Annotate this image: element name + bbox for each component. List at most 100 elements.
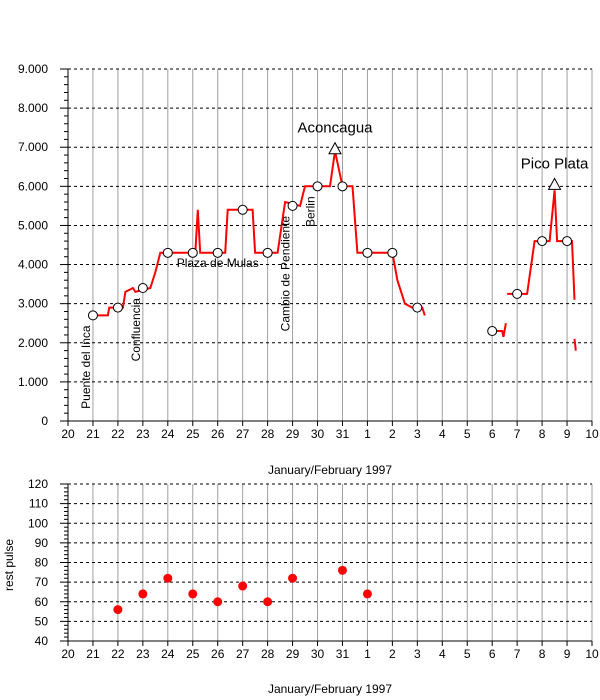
pulse-x-tick-label: 2 <box>389 647 396 661</box>
pulse-y-tick-label: 100 <box>28 516 48 530</box>
camp-point <box>287 200 298 211</box>
camp-point <box>187 247 198 258</box>
camp-label: Cambio de Pendiente <box>279 216 293 332</box>
pulse-point <box>288 573 298 583</box>
pulse-x-tick-label: 8 <box>539 647 546 661</box>
camp-point <box>387 247 398 258</box>
summit-label: Aconcagua <box>297 120 373 137</box>
altitude-y-tick-label: 0 <box>41 414 48 428</box>
pulse-x-tick-label: 7 <box>514 647 521 661</box>
pulse-point <box>138 589 148 599</box>
altitude-x-tick-label: 21 <box>86 427 100 441</box>
pulse-point <box>238 581 248 591</box>
altitude-x-tick-label: 28 <box>261 427 275 441</box>
altitude-y-tick-label: 4.000 <box>18 258 48 272</box>
pulse-x-tick-label: 10 <box>585 647 599 661</box>
altitude-x-tick-label: 9 <box>564 427 571 441</box>
pulse-point <box>362 589 372 599</box>
camp-point <box>337 181 348 192</box>
pulse-point <box>263 597 273 607</box>
pulse-y-tick-label: 70 <box>35 575 49 589</box>
summit-markers: Aconcagua Pico Plata <box>297 120 589 190</box>
pulse-series <box>113 565 372 615</box>
altitude-x-tick-label: 7 <box>514 427 521 441</box>
camp-label: Berlin <box>304 196 318 227</box>
camp-point <box>487 326 498 337</box>
summit-marker <box>547 177 562 190</box>
pulse-y-tick-labels: 40 50 60 70 80 90 100 110 120 <box>28 477 48 648</box>
pulse-x-tick-label: 30 <box>311 647 325 661</box>
camp-point <box>212 247 223 258</box>
altitude-x-tick-label: 24 <box>161 427 175 441</box>
pulse-x-tick-label: 21 <box>86 647 100 661</box>
altitude-x-tick-label: 25 <box>186 427 200 441</box>
altitude-axes <box>60 68 593 426</box>
pulse-x-tick-label: 25 <box>186 647 200 661</box>
camp-point <box>412 302 423 313</box>
camp-label: Confluencia <box>129 298 143 362</box>
pulse-x-tick-label: 20 <box>61 647 75 661</box>
altitude-x-tick-label: 23 <box>136 427 150 441</box>
pulse-x-tick-label: 24 <box>161 647 175 661</box>
pulse-x-tick-label: 3 <box>414 647 421 661</box>
altitude-x-tick-label: 4 <box>439 427 446 441</box>
pulse-x-tick-label: 1 <box>364 647 371 661</box>
altitude-y-tick-label: 7.000 <box>18 140 48 154</box>
pulse-y-tick-label: 80 <box>35 556 49 570</box>
camp-point <box>362 247 373 258</box>
altitude-y-tick-label: 9.000 <box>18 62 48 76</box>
pulse-x-tick-label: 5 <box>464 647 471 661</box>
altitude-x-axis-label: January/February 1997 <box>268 463 392 477</box>
altitude-grid <box>68 68 593 421</box>
altitude-x-tick-label: 27 <box>236 427 250 441</box>
altitude-x-tick-label: 22 <box>111 427 125 441</box>
pulse-x-tick-label: 28 <box>261 647 275 661</box>
altitude-x-tick-label: 20 <box>61 427 75 441</box>
altitude-chart: 0 1.000 2.000 3.000 4.000 5.000 6.000 7.000 8.00… <box>18 62 599 477</box>
camp-point <box>87 310 98 321</box>
altitude-x-tick-label: 10 <box>585 427 599 441</box>
altitude-x-tick-labels: 20 21 22 23 24 25 26 27 28 29 30 31 1 2 3 4 5 6 7 8 9 10 <box>61 427 599 441</box>
pulse-point <box>337 565 347 575</box>
camp-point <box>162 247 173 258</box>
pulse-axes <box>60 483 593 646</box>
pulse-x-tick-label: 29 <box>286 647 300 661</box>
camp-markers: Puente del Inca Confluencia Plaza de Mulas… <box>79 181 573 409</box>
pulse-point <box>213 597 223 607</box>
altitude-x-tick-label: 5 <box>464 427 471 441</box>
camp-point <box>312 181 323 192</box>
pulse-grid <box>68 483 593 641</box>
pulse-y-tick-label: 60 <box>35 595 49 609</box>
pulse-y-axis-label: rest pulse <box>2 539 16 591</box>
altitude-x-tick-label: 30 <box>311 427 325 441</box>
pulse-x-tick-label: 23 <box>136 647 150 661</box>
altitude-line-segment <box>494 323 507 338</box>
altitude-y-tick-label: 5.000 <box>18 218 48 232</box>
altitude-x-tick-label: 1 <box>364 427 371 441</box>
camp-point <box>137 283 148 294</box>
pulse-point <box>188 589 198 599</box>
pulse-y-tick-label: 50 <box>35 614 49 628</box>
summit-label: Pico Plata <box>521 155 589 172</box>
pulse-x-tick-label: 22 <box>111 647 125 661</box>
altitude-x-tick-label: 3 <box>414 427 421 441</box>
camp-point <box>537 236 548 247</box>
altitude-x-tick-label: 26 <box>211 427 225 441</box>
altitude-y-tick-label: 2.000 <box>18 336 48 350</box>
altitude-x-tick-label: 2 <box>389 427 396 441</box>
camp-label: Puente del Inca <box>79 325 93 409</box>
pulse-y-tick-label: 110 <box>29 497 48 511</box>
camp-point <box>112 302 123 313</box>
pulse-x-axis-label: January/February 1997 <box>268 682 392 696</box>
summit-marker <box>328 141 342 155</box>
pulse-x-tick-label: 9 <box>564 647 571 661</box>
camp-label: Plaza de Mulas <box>177 256 259 270</box>
camp-point <box>262 247 273 258</box>
pulse-x-tick-label: 31 <box>336 647 350 661</box>
altitude-x-tick-label: 6 <box>489 427 496 441</box>
altitude-y-tick-label: 1.000 <box>18 375 48 389</box>
altitude-x-tick-label: 31 <box>336 427 350 441</box>
pulse-x-tick-label: 26 <box>211 647 225 661</box>
